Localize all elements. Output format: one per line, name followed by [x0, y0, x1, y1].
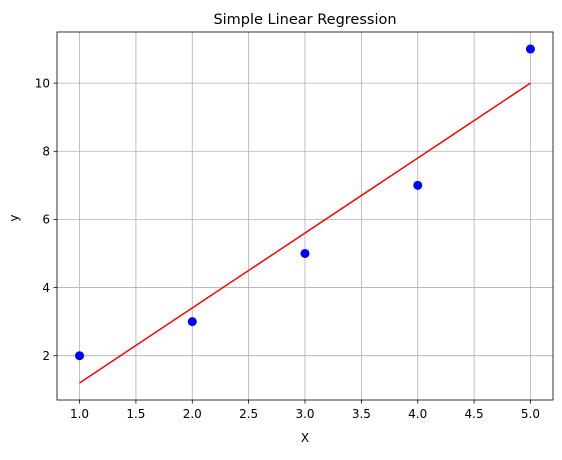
- y-tick-label: 8: [42, 145, 50, 159]
- series-layer: [75, 44, 535, 384]
- x-axis-label: X: [301, 431, 309, 445]
- scatter-point: [525, 44, 535, 54]
- y-tick-label: 4: [42, 281, 50, 295]
- scatter-point: [300, 248, 310, 258]
- scatter-point: [187, 317, 197, 327]
- y-tick-label: 2: [42, 349, 50, 363]
- scatter-point: [413, 180, 423, 190]
- y-axis-label: y: [7, 214, 21, 221]
- x-tick-label: 3.0: [295, 407, 314, 421]
- x-tick-label: 5.0: [521, 407, 540, 421]
- y-tick-label: 6: [42, 213, 50, 227]
- chart-title: Simple Linear Regression: [213, 12, 396, 28]
- x-tick-label: 3.5: [352, 407, 371, 421]
- x-tick-label: 4.0: [408, 407, 427, 421]
- scatter-point: [75, 351, 85, 361]
- y-tick-label: 10: [35, 76, 50, 90]
- x-tick-label: 4.5: [465, 407, 484, 421]
- x-tick-label: 2.0: [183, 407, 202, 421]
- x-tick-label: 1.0: [70, 407, 89, 421]
- regression-line: [79, 82, 531, 384]
- x-tick-label: 2.5: [239, 407, 258, 421]
- tick-layer: 1.0 1.5 2.0 2.5 3.0 3.5 4.0 4.5 5.0 2 4 6 8 10: [35, 76, 540, 421]
- x-tick-label: 1.5: [126, 407, 145, 421]
- grid-layer: [57, 32, 553, 400]
